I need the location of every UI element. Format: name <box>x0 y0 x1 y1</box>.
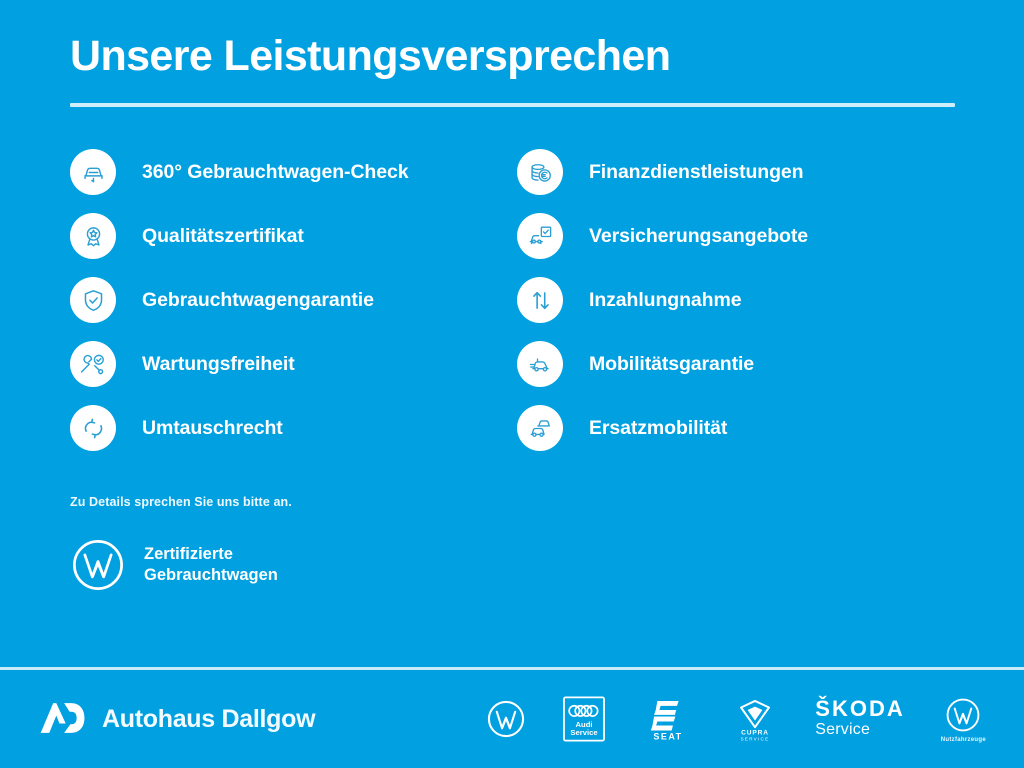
skoda-service-label: Service <box>815 721 871 738</box>
benefits-column-left: 360° Gebrauchtwagen-Check Qualitätszerti… <box>70 149 517 452</box>
two-cars-icon <box>517 405 563 452</box>
certified-label: Zertifizierte Gebrauchtwagen <box>144 544 278 586</box>
svg-text:Audi: Audi <box>576 720 593 729</box>
page-title: Unsere Leistungsversprechen <box>70 32 671 80</box>
dealer-branding[interactable]: Autohaus Dallgow <box>36 700 316 738</box>
benefit-label: Mobilitätsgarantie <box>589 352 755 375</box>
coins-euro-icon <box>517 149 563 196</box>
svg-text:Service: Service <box>571 728 598 737</box>
benefit-item-qualitaetszertifikat[interactable]: Qualitätszertifikat <box>70 213 517 260</box>
brand-audi-service[interactable]: Audi Service <box>563 691 606 747</box>
footnote-text: Zu Details sprechen Sie uns bitte an. <box>70 495 292 510</box>
brand-caption: Nutzfahrzeuge <box>940 736 986 743</box>
benefits-column-right: Finanzdienstleistungen Versicherungsange… <box>517 149 964 452</box>
shield-check-icon <box>70 277 116 324</box>
benefit-label: Finanzdienstleistungen <box>589 160 804 183</box>
title-divider <box>70 103 955 108</box>
dealer-name: Autohaus Dallgow <box>102 704 316 733</box>
benefit-item-ersatzmobilitaet[interactable]: Ersatzmobilität <box>517 405 964 452</box>
benefit-label: Umtauschrecht <box>142 416 283 439</box>
award-rosette-icon <box>70 213 116 260</box>
vw-logo-icon <box>946 698 980 731</box>
vw-logo-icon <box>70 537 126 593</box>
benefit-item-inzahlungnahme[interactable]: Inzahlungnahme <box>517 277 964 324</box>
benefit-item-wartungsfreiheit[interactable]: Wartungsfreiheit <box>70 341 517 388</box>
audi-rings-icon: Audi Service <box>563 696 606 742</box>
benefit-item-umtauschrecht[interactable]: Umtauschrecht <box>70 405 517 452</box>
exchange-arrows-icon <box>70 405 116 452</box>
benefit-label: Ersatzmobilität <box>589 416 728 439</box>
benefits-section: 360° Gebrauchtwagen-Check Qualitätszerti… <box>0 149 1024 452</box>
brand-skoda-service[interactable]: ŠKODA Service <box>815 691 904 747</box>
certified-line-1: Zertifizierte <box>144 545 233 564</box>
benefit-item-mobilitaetsgarantie[interactable]: Mobilitätsgarantie <box>517 341 964 388</box>
page-header: Unsere Leistungsversprechen <box>0 0 1024 108</box>
certified-line-2: Gebrauchtwagen <box>144 566 278 585</box>
benefit-label: Versicherungsangebote <box>589 224 808 247</box>
benefit-label: Qualitätszertifikat <box>142 224 304 247</box>
benefit-item-gebrauchtwagen-check[interactable]: 360° Gebrauchtwagen-Check <box>70 149 517 196</box>
svg-text:CUPRA: CUPRA <box>741 730 769 737</box>
wrench-check-icon <box>70 341 116 388</box>
page-footer: Autohaus Dallgow <box>0 670 1024 768</box>
brand-volkswagen[interactable] <box>485 691 527 747</box>
benefit-label: Inzahlungnahme <box>589 288 742 311</box>
benefit-item-versicherungsangebote[interactable]: Versicherungsangebote <box>517 213 964 260</box>
car-front-check-icon <box>70 149 116 196</box>
svg-text:SEAT: SEAT <box>654 731 683 741</box>
car-tow-icon <box>517 341 563 388</box>
benefit-label: 360° Gebrauchtwagen-Check <box>142 160 409 183</box>
benefit-label: Wartungsfreiheit <box>142 352 295 375</box>
footer-divider <box>0 667 1024 670</box>
brand-cupra-service[interactable]: CUPRA SERVICE <box>731 691 779 747</box>
benefit-item-finanzdienstleistungen[interactable]: Finanzdienstleistungen <box>517 149 964 196</box>
brand-seat[interactable]: SEAT <box>641 691 695 747</box>
brand-vw-nutzfahrzeuge[interactable]: Nutzfahrzeuge <box>941 691 986 747</box>
vw-logo-icon <box>488 700 525 738</box>
up-down-arrows-icon <box>517 277 563 324</box>
ad-monogram-icon <box>36 700 86 738</box>
car-document-check-icon <box>517 213 563 260</box>
certified-used-cars-block: Zertifizierte Gebrauchtwagen <box>0 537 1024 593</box>
benefit-item-gebrauchtwagengarantie[interactable]: Gebrauchtwagengarantie <box>70 277 517 324</box>
skoda-word: ŠKODA <box>815 696 905 721</box>
svg-text:SERVICE: SERVICE <box>741 736 770 741</box>
seat-logo-icon: SEAT <box>651 701 683 741</box>
benefit-label: Gebrauchtwagengarantie <box>142 288 374 311</box>
cupra-logo-icon: CUPRA SERVICE <box>740 699 771 741</box>
skoda-wordmark: ŠKODA Service <box>815 698 904 740</box>
brand-logos: Audi Service SEAT CU <box>485 691 996 747</box>
